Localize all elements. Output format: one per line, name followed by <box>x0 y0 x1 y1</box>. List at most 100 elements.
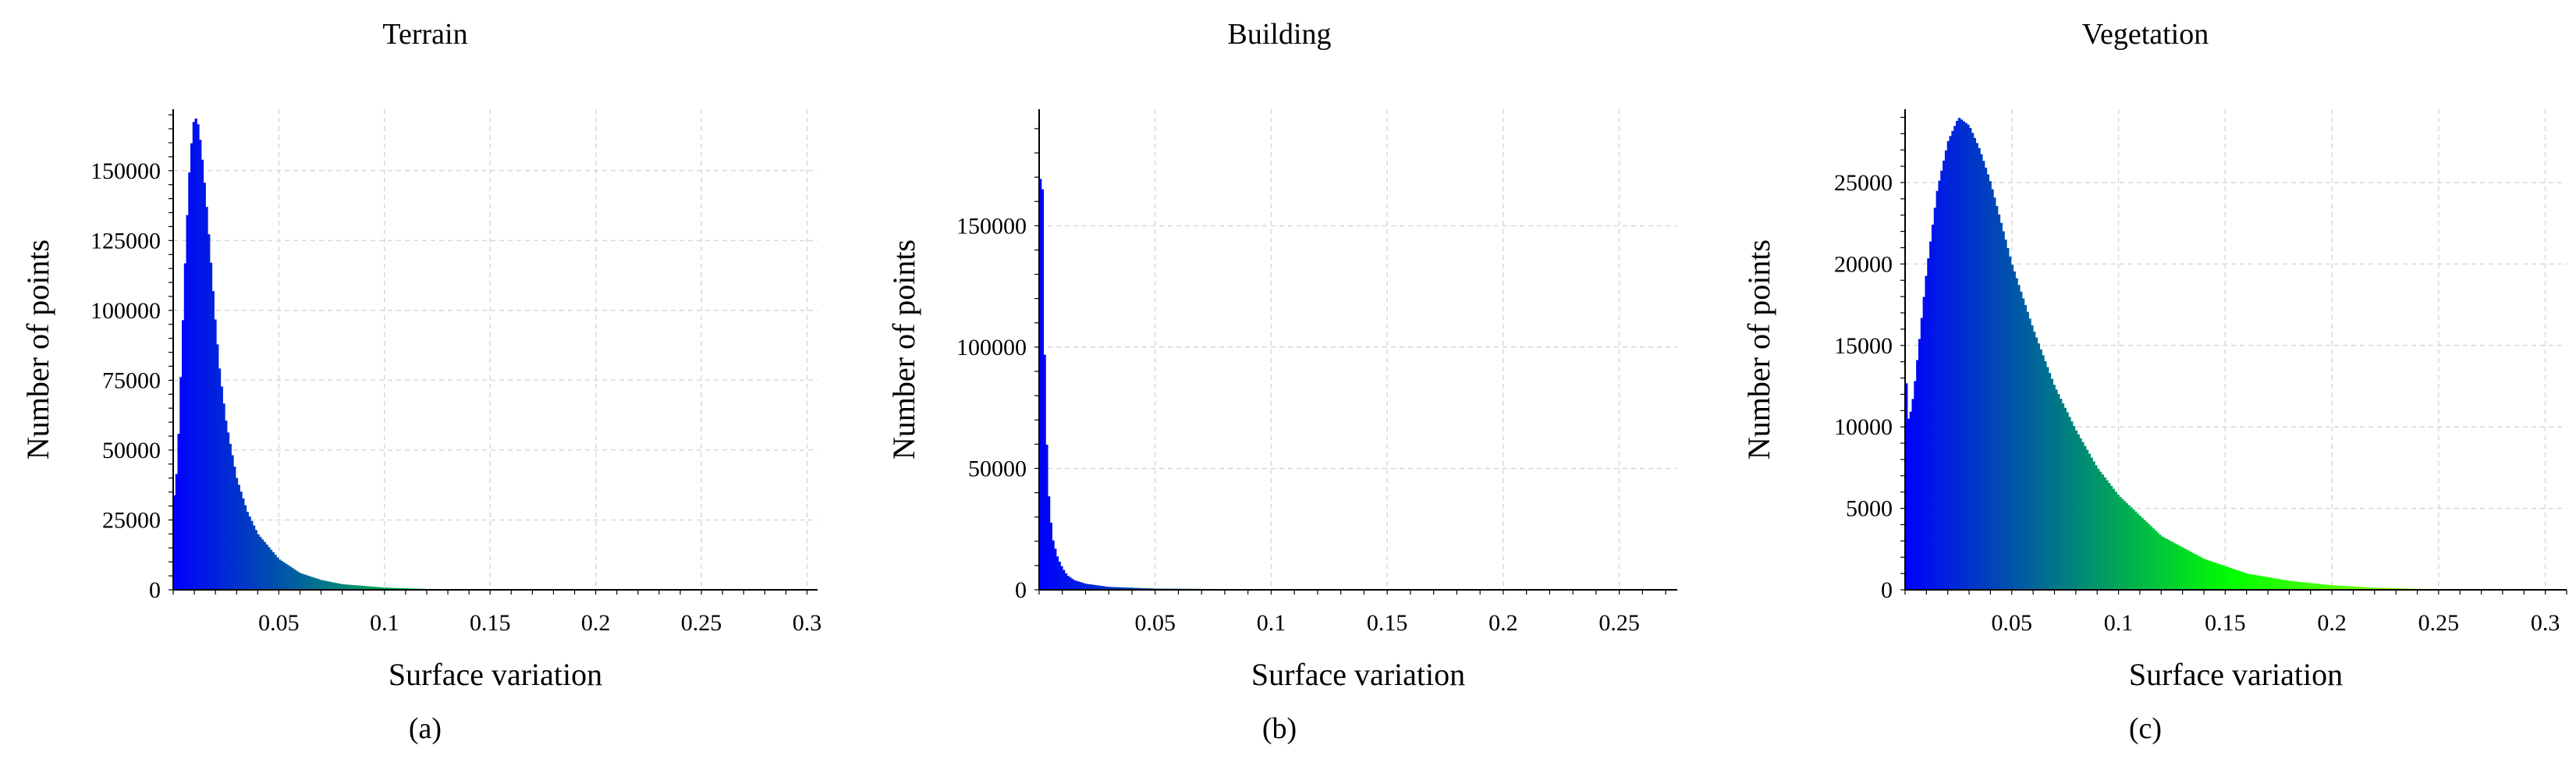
histogram-bar <box>1993 197 1996 590</box>
x-tick-label: 0.1 <box>2104 610 2134 636</box>
histogram-bar <box>2328 584 2332 590</box>
histogram-bar <box>1956 120 1959 590</box>
histogram-bar <box>286 565 290 590</box>
histogram-bar <box>1986 174 1990 591</box>
histogram-bar <box>252 525 256 590</box>
histogram-bar <box>2317 584 2321 590</box>
histogram-bar <box>2013 271 2016 590</box>
histogram-bar <box>2141 517 2144 590</box>
histogram-bar <box>2061 403 2065 590</box>
histogram-bar <box>1141 587 1144 590</box>
histogram-bar <box>1102 586 1106 590</box>
histogram-bar <box>2293 581 2296 590</box>
histogram-bar <box>2271 577 2274 590</box>
chart-panel-building: Building 0.05 0.1 0.15 0.2 0.25 0 50000 100000 1… <box>866 0 1693 763</box>
histogram-bar <box>2019 291 2023 590</box>
histogram-bar <box>2138 516 2142 590</box>
histogram-bar <box>237 484 240 590</box>
histogram-bar <box>400 587 404 590</box>
histogram-bar <box>1139 587 1142 590</box>
histogram-bar <box>2088 453 2092 590</box>
histogram-bar <box>396 587 399 590</box>
histogram-bar <box>2258 575 2261 590</box>
histogram-bar <box>265 544 268 590</box>
histogram-bar <box>1999 222 2003 590</box>
histogram-bar <box>278 559 282 590</box>
y-tick-label: 0 <box>1881 577 1893 603</box>
y-tick-label: 0 <box>149 577 161 603</box>
histogram-bar <box>2390 587 2393 590</box>
histogram-bar <box>2077 434 2080 590</box>
x-tick-label: 0.25 <box>1598 610 1640 636</box>
y-axis-label: Number of points <box>1741 240 1776 460</box>
histogram-bar <box>1949 136 1952 590</box>
histogram-bar <box>1925 275 1928 590</box>
histogram-bar <box>2363 587 2367 590</box>
y-tick-label: 50000 <box>102 438 161 463</box>
histogram-bar <box>1940 170 1943 590</box>
histogram-bar <box>2085 449 2089 590</box>
y-tick-label: 150000 <box>90 158 161 184</box>
histogram-bar <box>2359 587 2362 590</box>
histogram-bar <box>390 587 393 590</box>
histogram-bar <box>1927 258 1930 590</box>
histogram-bar <box>2132 509 2135 590</box>
histogram-bar <box>2244 573 2248 590</box>
histogram-bar <box>1070 578 1074 590</box>
histogram-bar <box>2242 572 2245 590</box>
histogram-bar <box>1058 561 1061 590</box>
histogram-bar <box>362 585 365 590</box>
histogram-bar <box>1957 118 1961 590</box>
histogram-bar <box>2220 565 2223 590</box>
histogram-bar <box>269 549 273 590</box>
histogram-bar <box>1043 354 1046 590</box>
histogram-bar <box>1107 587 1110 590</box>
histogram-bar <box>2178 545 2181 590</box>
histogram-bar <box>2184 549 2188 590</box>
histogram-bar <box>2130 507 2133 590</box>
x-tick-label: 0.3 <box>2531 610 2560 636</box>
histogram-bar <box>2053 385 2056 590</box>
histogram-bar <box>388 587 391 590</box>
histogram-bar <box>1124 587 1127 590</box>
histogram-bar <box>300 573 303 590</box>
histogram-bar <box>1911 399 1914 590</box>
histogram-bar <box>2032 332 2036 590</box>
histogram-bar <box>229 443 232 590</box>
histogram-bar <box>186 215 189 590</box>
histogram-bar <box>2008 256 2012 590</box>
histogram-bar <box>2370 587 2373 590</box>
histogram-bar <box>1060 566 1063 590</box>
histogram-bar <box>259 537 262 590</box>
histogram-bar <box>220 386 223 590</box>
histogram-bar <box>2269 577 2272 590</box>
histogram-bar <box>1075 580 1078 590</box>
histogram-bar <box>1978 147 1981 591</box>
histogram-bar <box>2379 587 2383 590</box>
histogram-bar <box>211 291 215 590</box>
histogram-bar <box>2147 523 2151 590</box>
histogram-bar <box>1047 496 1051 590</box>
histogram-bar <box>2295 581 2298 590</box>
x-tick-label: 0.3 <box>793 610 822 636</box>
histogram-bar <box>2282 580 2285 590</box>
histogram-bar <box>2070 421 2074 590</box>
histogram-bar <box>2376 587 2380 590</box>
x-tick-label: 0.05 <box>258 610 300 636</box>
y-axis-label: Number of points <box>20 240 55 460</box>
histogram-bar <box>208 234 211 590</box>
histogram-bar <box>1907 418 1911 590</box>
y-tick-label: 25000 <box>102 507 161 533</box>
histogram-bar <box>2021 298 2025 590</box>
histogram-bar <box>214 319 217 590</box>
histogram-bar <box>2335 585 2338 590</box>
histogram-bar <box>1909 411 1913 590</box>
histogram-bar <box>2119 496 2122 590</box>
histogram-bar <box>1079 582 1083 590</box>
histogram-bar <box>2248 573 2252 590</box>
histogram-bar <box>2216 563 2219 590</box>
histogram-bar <box>2072 426 2076 590</box>
histogram-bar <box>2304 582 2308 590</box>
histogram-bar <box>285 563 288 590</box>
histogram-bar <box>2229 567 2232 590</box>
